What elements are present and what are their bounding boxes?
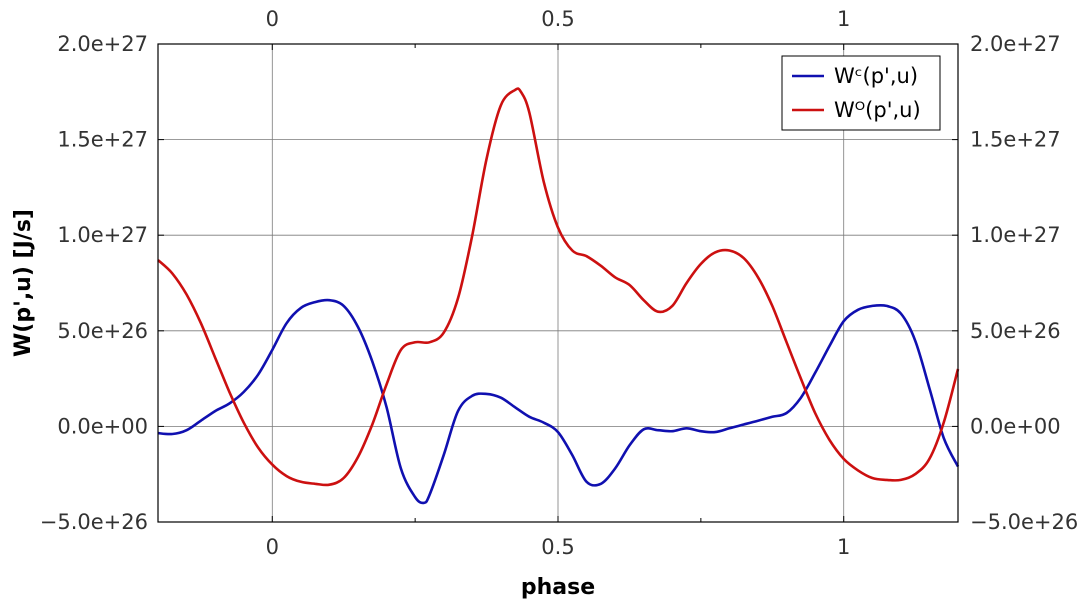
y-tick-label-right: 0.0e+00 bbox=[970, 414, 1061, 438]
axis-ticks bbox=[158, 43, 958, 523]
y-tick-label-left: 5.0e+26 bbox=[57, 319, 148, 343]
y-tick-label-right: 1.0e+27 bbox=[970, 223, 1061, 247]
x-tick-label-bottom: 0 bbox=[266, 535, 279, 559]
y-tick-label-right: 1.5e+27 bbox=[970, 128, 1061, 152]
legend: Wᶜ(p',u) Wᴼ(p',u) bbox=[781, 55, 941, 131]
y-tick-label-left: 0.0e+00 bbox=[57, 414, 148, 438]
y-tick-label-right: 5.0e+26 bbox=[970, 319, 1061, 343]
x-tick-label-top: 0.5 bbox=[541, 7, 574, 31]
series-lines bbox=[157, 87, 960, 505]
y-tick-label-left: 1.5e+27 bbox=[57, 128, 148, 152]
y-tick-label-right: −5.0e+26 bbox=[970, 510, 1078, 534]
y-tick-label-left: 2.0e+27 bbox=[57, 32, 148, 56]
x-tick-label-bottom: 0.5 bbox=[541, 535, 574, 559]
x-tick-label-top: 0 bbox=[266, 7, 279, 31]
axis-tick-labels: 0 0 0.5 0.5 1 1 −5.0e+26 −5.0e+26 0.0e+00 0.0e+00… bbox=[40, 7, 1078, 559]
x-axis-title: phase bbox=[521, 575, 595, 600]
y-tick-label-left: −5.0e+26 bbox=[40, 510, 148, 534]
x-tick-label-top: 1 bbox=[837, 7, 850, 31]
series-line-wc bbox=[157, 298, 960, 505]
y-tick-label-right: 2.0e+27 bbox=[970, 32, 1061, 56]
y-tick-label-left: 1.0e+27 bbox=[57, 223, 148, 247]
x-tick-label-bottom: 1 bbox=[837, 535, 850, 559]
legend-label-wc: Wᶜ(p',u) bbox=[834, 64, 918, 88]
legend-label-wo: Wᴼ(p',u) bbox=[834, 98, 921, 122]
series-line-wo bbox=[157, 87, 960, 487]
y-axis-title: W(p',u) [J/s] bbox=[11, 209, 36, 357]
legend-box bbox=[781, 55, 941, 131]
